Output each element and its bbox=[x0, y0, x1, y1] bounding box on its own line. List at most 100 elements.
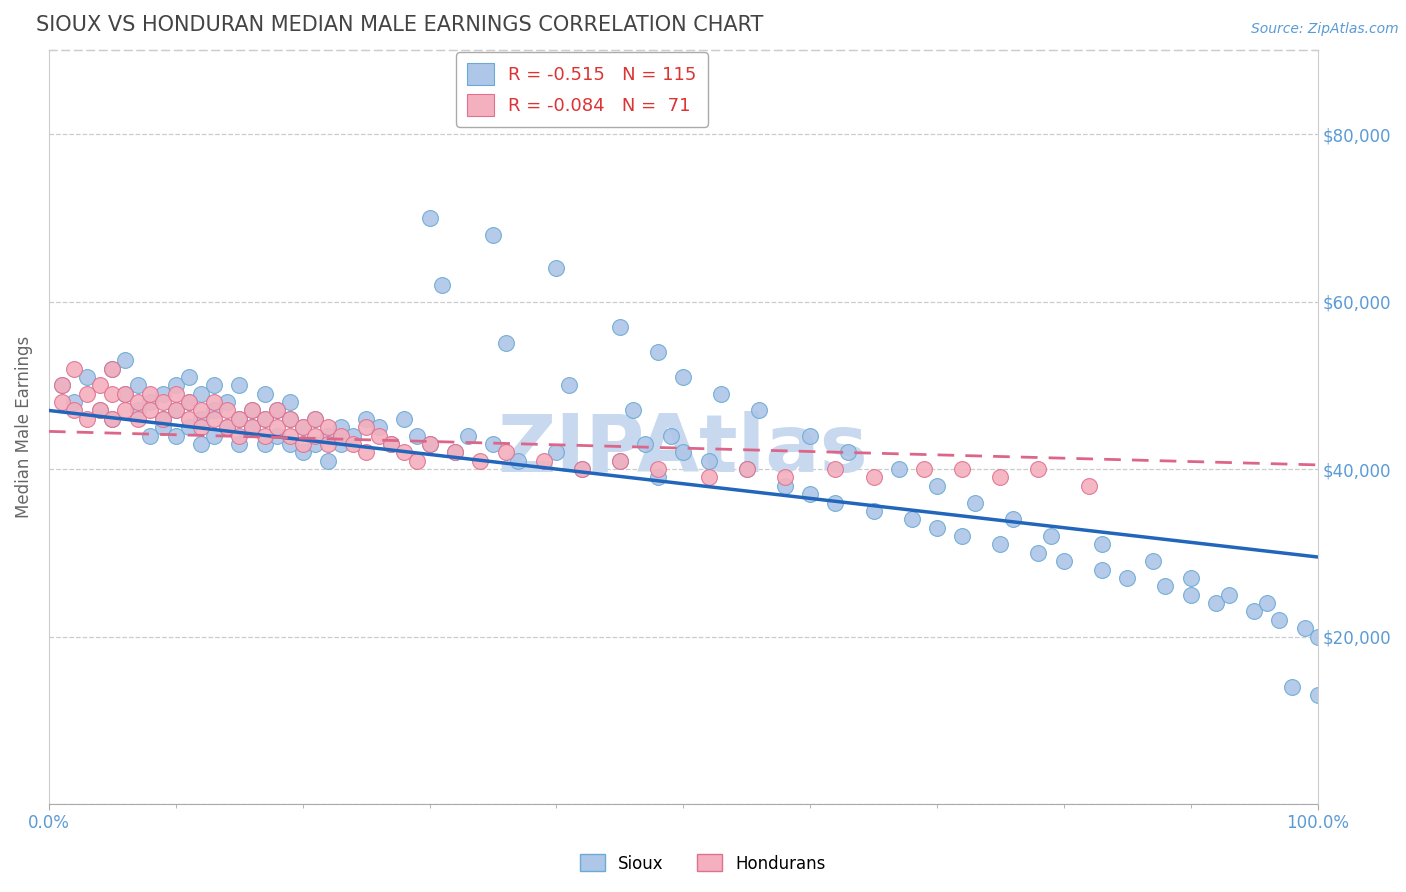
Point bbox=[253, 412, 276, 426]
Point bbox=[1180, 588, 1202, 602]
Point bbox=[266, 420, 288, 434]
Point bbox=[710, 386, 733, 401]
Point bbox=[114, 353, 136, 368]
Point bbox=[278, 412, 301, 426]
Text: SIOUX VS HONDURAN MEDIAN MALE EARNINGS CORRELATION CHART: SIOUX VS HONDURAN MEDIAN MALE EARNINGS C… bbox=[37, 15, 763, 35]
Point bbox=[495, 336, 517, 351]
Text: Source: ZipAtlas.com: Source: ZipAtlas.com bbox=[1251, 22, 1399, 37]
Point bbox=[152, 420, 174, 434]
Point bbox=[1028, 546, 1050, 560]
Point bbox=[354, 412, 377, 426]
Point bbox=[329, 420, 352, 434]
Point bbox=[647, 462, 669, 476]
Point bbox=[900, 512, 922, 526]
Point bbox=[190, 386, 212, 401]
Point bbox=[316, 453, 339, 467]
Point bbox=[342, 437, 364, 451]
Point bbox=[304, 412, 326, 426]
Point bbox=[101, 412, 124, 426]
Point bbox=[177, 395, 200, 409]
Point bbox=[1268, 613, 1291, 627]
Point bbox=[51, 395, 73, 409]
Point bbox=[240, 403, 263, 417]
Point bbox=[127, 395, 149, 409]
Point bbox=[1091, 537, 1114, 551]
Point bbox=[1053, 554, 1076, 568]
Point bbox=[571, 462, 593, 476]
Point bbox=[495, 445, 517, 459]
Point bbox=[533, 453, 555, 467]
Point bbox=[546, 445, 568, 459]
Point bbox=[139, 428, 162, 442]
Point bbox=[773, 470, 796, 484]
Point bbox=[824, 462, 846, 476]
Point bbox=[419, 437, 441, 451]
Point bbox=[228, 428, 250, 442]
Point bbox=[63, 395, 86, 409]
Point bbox=[950, 462, 973, 476]
Point bbox=[697, 453, 720, 467]
Point bbox=[253, 412, 276, 426]
Point bbox=[444, 445, 467, 459]
Point bbox=[304, 437, 326, 451]
Point bbox=[228, 437, 250, 451]
Point bbox=[887, 462, 910, 476]
Point bbox=[990, 537, 1012, 551]
Point bbox=[419, 437, 441, 451]
Point bbox=[202, 378, 225, 392]
Point bbox=[457, 428, 479, 442]
Point bbox=[278, 428, 301, 442]
Point bbox=[139, 386, 162, 401]
Point bbox=[51, 378, 73, 392]
Point bbox=[508, 453, 530, 467]
Point bbox=[240, 403, 263, 417]
Point bbox=[101, 412, 124, 426]
Point bbox=[444, 445, 467, 459]
Point bbox=[824, 495, 846, 509]
Point bbox=[647, 470, 669, 484]
Point bbox=[253, 428, 276, 442]
Point bbox=[190, 437, 212, 451]
Point bbox=[63, 361, 86, 376]
Point bbox=[152, 412, 174, 426]
Point bbox=[228, 412, 250, 426]
Point bbox=[76, 386, 98, 401]
Point bbox=[165, 378, 187, 392]
Point bbox=[609, 453, 631, 467]
Point bbox=[215, 403, 238, 417]
Point bbox=[482, 437, 505, 451]
Point bbox=[139, 395, 162, 409]
Point bbox=[177, 412, 200, 426]
Point bbox=[63, 403, 86, 417]
Point bbox=[304, 428, 326, 442]
Point bbox=[1281, 680, 1303, 694]
Point bbox=[925, 521, 948, 535]
Point bbox=[1218, 588, 1240, 602]
Point bbox=[609, 453, 631, 467]
Point bbox=[304, 412, 326, 426]
Point bbox=[165, 428, 187, 442]
Point bbox=[773, 479, 796, 493]
Point bbox=[240, 420, 263, 434]
Point bbox=[101, 361, 124, 376]
Point bbox=[76, 370, 98, 384]
Point bbox=[253, 386, 276, 401]
Point bbox=[837, 445, 859, 459]
Point bbox=[470, 453, 492, 467]
Point bbox=[672, 445, 695, 459]
Point bbox=[1028, 462, 1050, 476]
Point bbox=[316, 437, 339, 451]
Point bbox=[990, 470, 1012, 484]
Point bbox=[291, 420, 314, 434]
Point bbox=[925, 479, 948, 493]
Point bbox=[1243, 604, 1265, 618]
Point bbox=[165, 386, 187, 401]
Point bbox=[1154, 579, 1177, 593]
Point bbox=[215, 395, 238, 409]
Y-axis label: Median Male Earnings: Median Male Earnings bbox=[15, 336, 32, 518]
Point bbox=[367, 428, 389, 442]
Point bbox=[1002, 512, 1025, 526]
Point bbox=[291, 445, 314, 459]
Point bbox=[405, 453, 427, 467]
Point bbox=[862, 470, 884, 484]
